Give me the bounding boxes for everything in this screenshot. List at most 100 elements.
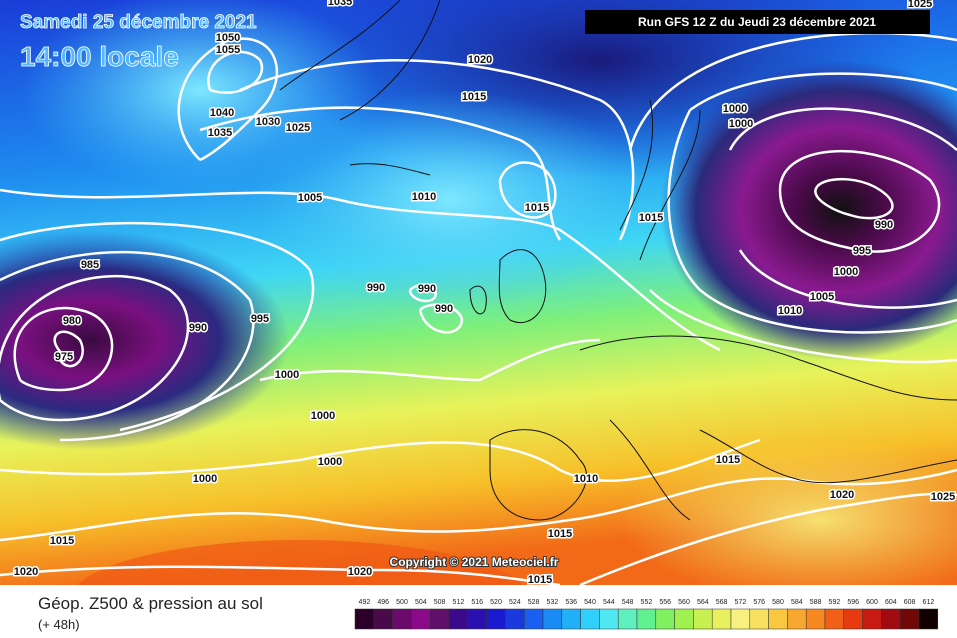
scale-label: 516 xyxy=(471,599,483,606)
scale-label: 584 xyxy=(791,599,803,606)
isobar-label: 995 xyxy=(853,245,871,257)
scale-label: 556 xyxy=(659,599,671,606)
isobar-label: 990 xyxy=(189,322,207,334)
isobar-label: 990 xyxy=(435,303,453,315)
scale-label: 536 xyxy=(565,599,577,606)
isobar-label: 990 xyxy=(367,282,385,294)
scale-swatch xyxy=(505,608,525,630)
isobar-label: 975 xyxy=(55,351,73,363)
isobar-label: 1005 xyxy=(810,291,834,303)
isobar-label: 1000 xyxy=(193,473,217,485)
scale-swatch xyxy=(805,608,826,630)
scale-label: 596 xyxy=(847,599,859,606)
scale-swatch xyxy=(787,608,807,630)
coastlines xyxy=(279,0,957,521)
run-info: Run GFS 12 Z du Jeudi 23 décembre 2021 xyxy=(638,15,876,29)
scale-swatch xyxy=(561,608,581,630)
scale-label: 604 xyxy=(885,599,897,606)
copyright: Copyright © 2021 Meteociel.fr xyxy=(390,555,559,569)
isobar-label: 1025 xyxy=(286,122,310,134)
scale-label: 492 xyxy=(359,599,371,606)
scale-label: 500 xyxy=(396,599,408,606)
isobar-label: 1015 xyxy=(528,574,552,586)
scale-swatch xyxy=(881,608,901,630)
scale-label: 524 xyxy=(509,599,521,606)
isobar-label: 1020 xyxy=(830,489,854,501)
isobar-label: 1030 xyxy=(256,116,280,128)
scale-swatch xyxy=(373,608,393,630)
scale-swatch xyxy=(899,608,920,630)
isobar-label: 1000 xyxy=(311,410,335,422)
isobar-label: 1020 xyxy=(348,566,372,578)
isobar-label: 1010 xyxy=(412,191,436,203)
isobar-label: 1035 xyxy=(328,0,352,8)
legend-subtitle: (+ 48h) xyxy=(38,617,80,632)
scale-label: 496 xyxy=(377,599,389,606)
isobar-label: 1015 xyxy=(716,454,740,466)
isobar-label: 985 xyxy=(81,259,99,271)
forecast-date: Samedi 25 décembre 2021 xyxy=(20,12,257,33)
scale-label: 548 xyxy=(622,599,634,606)
scale-swatch xyxy=(693,608,713,630)
scale-label: 580 xyxy=(772,599,784,606)
color-scale: 492 496 500 504 508 512 516 520 524 528 532 536 540 5… xyxy=(354,599,939,630)
scale-swatch xyxy=(392,608,412,630)
scale-swatch xyxy=(730,608,751,630)
isobar-label: 1005 xyxy=(298,192,322,204)
isobar-label: 1000 xyxy=(275,369,299,381)
isobar-label: 1015 xyxy=(548,528,572,540)
run-banner xyxy=(585,10,930,34)
scale-label: 568 xyxy=(716,599,728,606)
isobar-label: 1015 xyxy=(462,91,486,103)
scale-label: 544 xyxy=(603,599,615,606)
scale-swatch xyxy=(354,608,375,630)
scale-label: 560 xyxy=(678,599,690,606)
isobar-label: 1025 xyxy=(931,491,955,503)
scale-label: 572 xyxy=(735,599,747,606)
isobar-label: 1000 xyxy=(834,266,858,278)
scale-swatch xyxy=(580,608,600,630)
scale-swatch xyxy=(429,608,450,630)
isobar-label: 1025 xyxy=(908,0,932,10)
isobar-label: 1000 xyxy=(723,103,747,115)
isobar-label: 1040 xyxy=(210,107,234,119)
scale-swatch xyxy=(599,608,619,630)
isobar-label: 1015 xyxy=(525,202,549,214)
scale-label: 512 xyxy=(453,599,465,606)
scale-swatch xyxy=(486,608,506,630)
scale-swatch xyxy=(617,608,638,630)
scale-label: 588 xyxy=(810,599,822,606)
scale-label: 600 xyxy=(866,599,878,606)
scale-swatch xyxy=(448,608,469,630)
isobar-label: 1020 xyxy=(14,566,38,578)
isobar-label: 1055 xyxy=(216,44,240,56)
forecast-time: 14:00 locale xyxy=(20,41,179,72)
scale-swatch xyxy=(749,608,769,630)
scale-label: 576 xyxy=(753,599,765,606)
isobar-label: 1010 xyxy=(778,305,802,317)
isobar-label: 990 xyxy=(418,283,436,295)
isobar-label: 1000 xyxy=(729,118,753,130)
isobar-label: 1035 xyxy=(208,127,232,139)
scale-swatch xyxy=(768,608,788,630)
scale-swatch xyxy=(674,608,694,630)
scale-swatch xyxy=(711,608,732,630)
scale-label: 552 xyxy=(641,599,653,606)
isobar-label: 980 xyxy=(63,315,81,327)
scale-label: 592 xyxy=(829,599,841,606)
isobar-label: 1015 xyxy=(639,212,663,224)
scale-label: 508 xyxy=(434,599,446,606)
scale-swatch xyxy=(542,608,563,630)
scale-swatch xyxy=(636,608,657,630)
scale-swatch xyxy=(467,608,487,630)
scale-swatch xyxy=(824,608,845,630)
scale-swatch xyxy=(918,608,939,630)
isobar-label: 1000 xyxy=(318,456,342,468)
scale-label: 532 xyxy=(547,599,559,606)
isobar-label: 995 xyxy=(251,313,269,325)
scale-swatch xyxy=(523,608,544,630)
isobar-label: 990 xyxy=(875,219,893,231)
